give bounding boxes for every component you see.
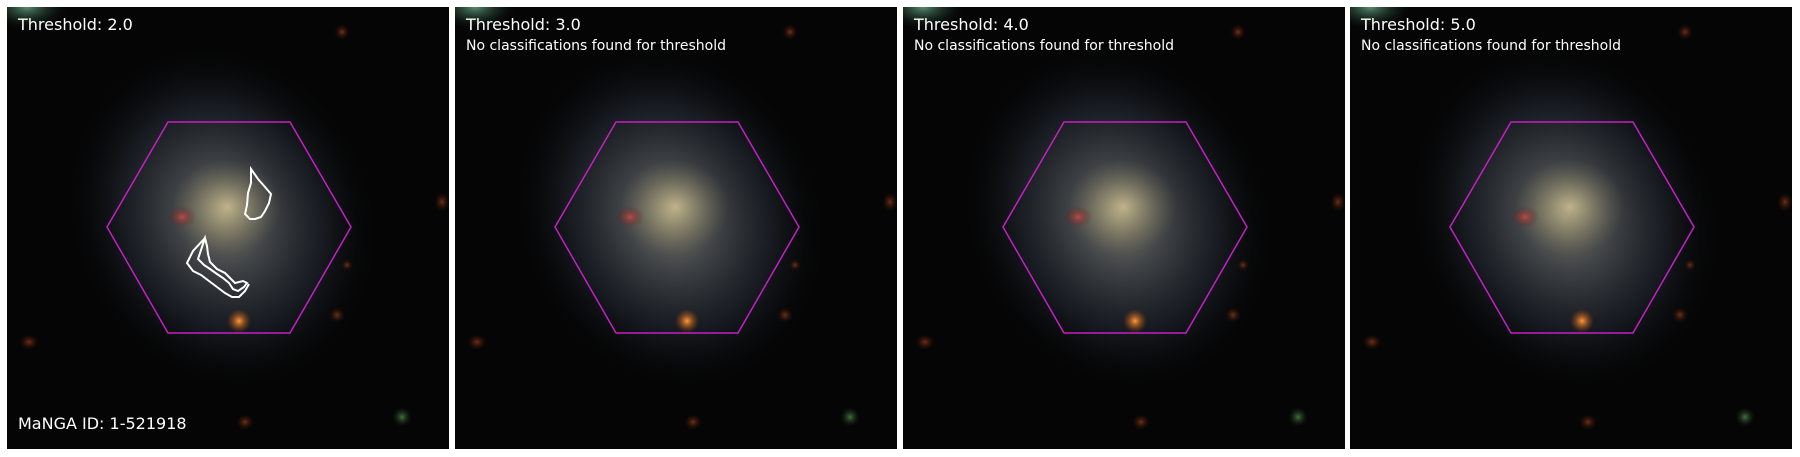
- panel-threshold-4: Threshold: 5.0 No classifications found …: [1350, 7, 1792, 449]
- classification-contour-upper: [243, 165, 273, 220]
- panel-title: Threshold: 4.0: [914, 15, 1029, 34]
- panel-title: Threshold: 5.0: [1361, 15, 1476, 34]
- panel-threshold-3: Threshold: 4.0 No classifications found …: [903, 7, 1345, 449]
- ifu-hexagon: [106, 121, 352, 334]
- ifu-hexagon: [1002, 121, 1248, 334]
- galaxy-image: [903, 7, 1345, 449]
- panel-title: Threshold: 2.0: [18, 15, 133, 34]
- no-classifications-message: No classifications found for threshold: [466, 38, 726, 54]
- galaxy-image: [1350, 7, 1792, 449]
- galaxy-image: [7, 7, 449, 449]
- ifu-hexagon: [1449, 121, 1695, 334]
- no-classifications-message: No classifications found for threshold: [1361, 38, 1621, 54]
- classification-contour-lower: [185, 234, 250, 298]
- galaxy-image: [455, 7, 897, 449]
- no-classifications-message: No classifications found for threshold: [914, 38, 1174, 54]
- panel-threshold-2: Threshold: 3.0 No classifications found …: [455, 7, 897, 449]
- ifu-hexagon: [554, 121, 800, 334]
- panel-title: Threshold: 3.0: [466, 15, 581, 34]
- manga-id-label: MaNGA ID: 1-521918: [18, 414, 187, 433]
- panel-threshold-1: Threshold: 2.0 MaNGA ID: 1-521918: [7, 7, 449, 449]
